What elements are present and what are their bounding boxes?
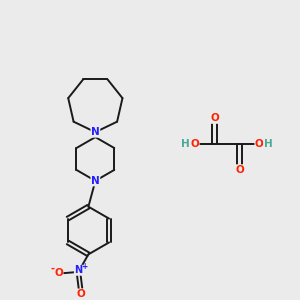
- Text: O: O: [210, 113, 219, 123]
- Text: N: N: [91, 127, 100, 137]
- Text: H: H: [264, 139, 273, 149]
- Text: O: O: [255, 139, 264, 149]
- Text: O: O: [54, 268, 63, 278]
- Text: H: H: [182, 139, 190, 149]
- Text: O: O: [76, 289, 85, 299]
- Text: O: O: [190, 139, 199, 149]
- Text: -: -: [51, 263, 55, 273]
- Text: N: N: [91, 176, 100, 186]
- Text: +: +: [81, 262, 88, 271]
- Text: N: N: [74, 265, 83, 275]
- Text: O: O: [235, 165, 244, 175]
